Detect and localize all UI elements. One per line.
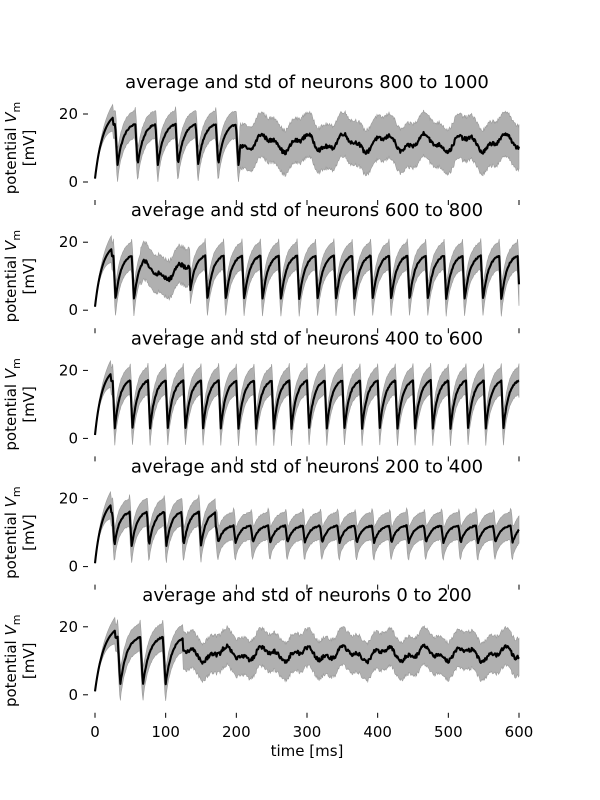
y-axis-unit: [mV] xyxy=(20,130,38,167)
x-tick-label: 0 xyxy=(90,723,100,741)
y-axis-unit: [mV] xyxy=(20,386,38,423)
y-axis-label: potential Vm xyxy=(2,615,23,707)
panel-4: average and std of neurons 0 to 200 poten… xyxy=(2,585,520,718)
y-tick-label: 0 xyxy=(68,301,78,319)
panel-title: average and std of neurons 0 to 200 xyxy=(142,585,471,606)
panel-title: average and std of neurons 800 to 1000 xyxy=(125,72,489,93)
y-axis-label-sub: m xyxy=(10,102,23,113)
mean-line xyxy=(93,373,520,436)
y-axis-label-var: V xyxy=(2,239,20,251)
y-axis-label-text: potential xyxy=(2,379,20,451)
y-axis-label-text: potential xyxy=(2,251,20,323)
std-band xyxy=(94,616,520,701)
x-tick-label: 100 xyxy=(151,723,180,741)
y-axis-unit: [mV] xyxy=(20,258,38,295)
y-axis-label-text: potential xyxy=(2,123,20,195)
y-axis-label-sub: m xyxy=(10,230,23,241)
y-axis-label-sub: m xyxy=(10,615,23,626)
y-tick-label: 0 xyxy=(68,686,78,704)
panels-group: average and std of neurons 800 to 1000 po… xyxy=(2,72,521,718)
y-axis-unit: [mV] xyxy=(20,643,38,680)
y-axis-unit: [mV] xyxy=(20,514,38,551)
panel-0: average and std of neurons 800 to 1000 po… xyxy=(2,72,521,205)
x-tick-label: 600 xyxy=(505,723,534,741)
y-axis-label-var: V xyxy=(2,624,20,636)
y-axis-label-var: V xyxy=(2,495,20,507)
y-tick-label: 0 xyxy=(68,429,78,447)
y-tick-label: 20 xyxy=(59,361,78,379)
mean-line xyxy=(93,116,521,179)
y-axis-label: potential Vm xyxy=(2,358,23,450)
y-tick-label: 20 xyxy=(59,105,78,123)
panel-title: average and std of neurons 600 to 800 xyxy=(131,200,483,221)
y-tick-label: 20 xyxy=(59,618,78,636)
std-band xyxy=(94,234,520,317)
panel-2: average and std of neurons 400 to 600 pot… xyxy=(2,328,520,462)
y-axis-label: potential Vm xyxy=(2,230,23,322)
y-tick-label: 0 xyxy=(68,558,78,576)
y-axis-label-sub: m xyxy=(10,358,23,369)
mean-line xyxy=(93,248,521,307)
y-axis-label-text: potential xyxy=(2,636,20,708)
y-axis-label: potential Vm xyxy=(2,486,23,578)
panel-3: average and std of neurons 200 to 400 pot… xyxy=(2,457,520,590)
y-tick-label: 0 xyxy=(68,173,78,191)
y-axis-label-var: V xyxy=(2,367,20,379)
y-tick-label: 20 xyxy=(59,233,78,251)
mean-line xyxy=(93,629,520,692)
y-axis-label-sub: m xyxy=(10,486,23,497)
std-band xyxy=(94,103,520,182)
y-axis-label-text: potential xyxy=(2,507,20,579)
panel-title: average and std of neurons 200 to 400 xyxy=(131,457,483,478)
panel-1: average and std of neurons 600 to 800 pot… xyxy=(2,200,521,334)
panel-title: average and std of neurons 400 to 600 xyxy=(131,328,483,349)
x-axis: time [ms] 0 100 200 300 400 500 600 xyxy=(90,723,533,760)
y-axis-label-var: V xyxy=(2,111,20,123)
x-axis-label: time [ms] xyxy=(271,742,344,760)
mean-line xyxy=(93,504,520,564)
x-tick-label: 400 xyxy=(363,723,392,741)
x-tick-label: 300 xyxy=(293,723,322,741)
y-tick-label: 20 xyxy=(59,490,78,508)
x-tick-label: 200 xyxy=(222,723,251,741)
x-tick-label: 500 xyxy=(434,723,463,741)
y-axis-label: potential Vm xyxy=(2,102,23,194)
